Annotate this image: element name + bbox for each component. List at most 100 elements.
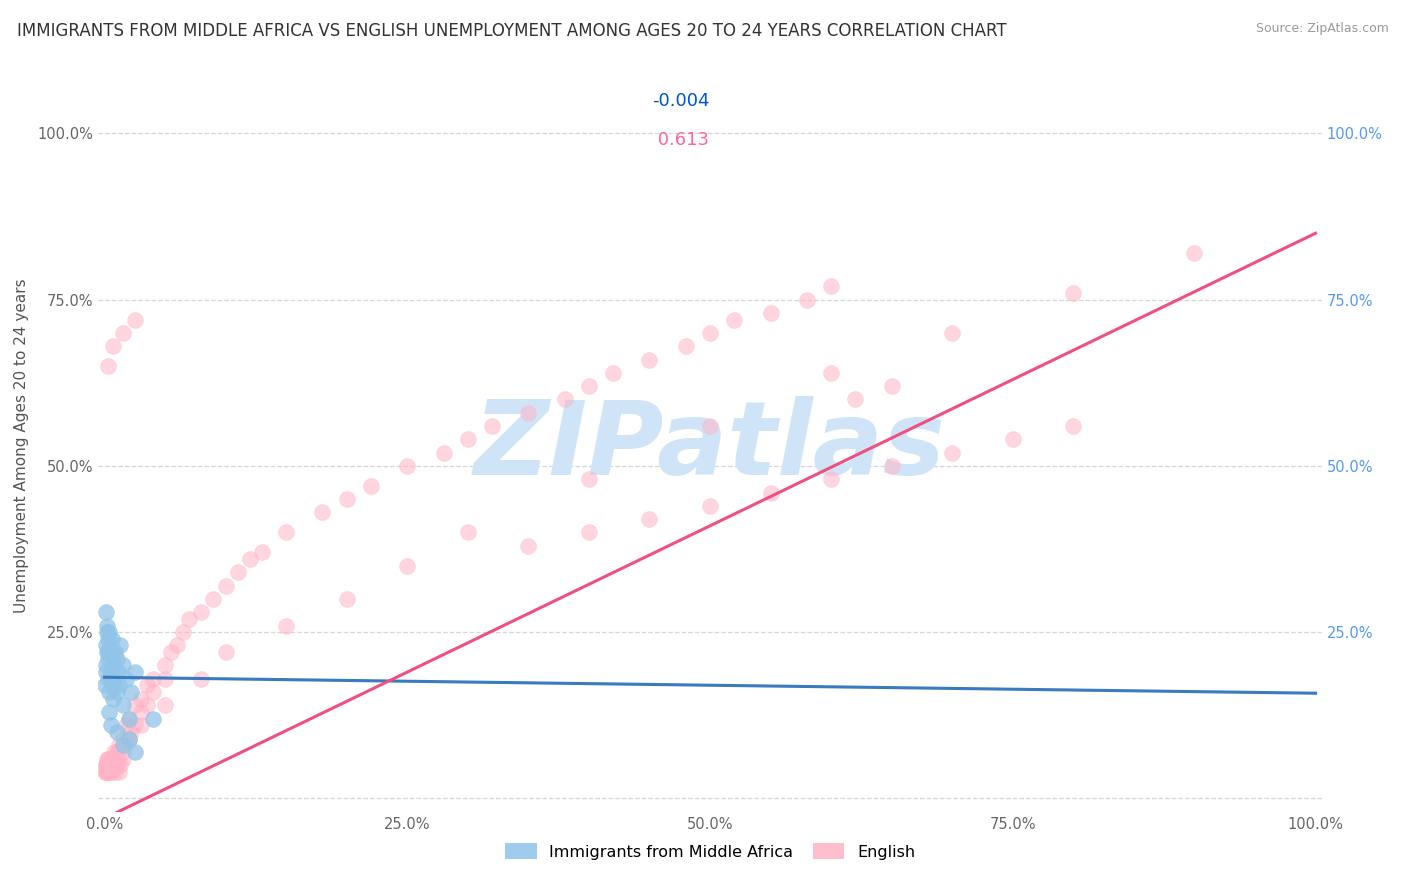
Point — [554, 392, 576, 407]
Point — [96, 764, 118, 779]
Point — [105, 745, 128, 759]
Point — [97, 758, 120, 772]
Point — [118, 731, 141, 746]
Text: Source: ZipAtlas.com: Source: ZipAtlas.com — [1256, 22, 1389, 36]
Point — [96, 764, 118, 779]
Point — [820, 366, 842, 380]
Point — [1184, 246, 1206, 260]
Point — [699, 326, 721, 340]
Point — [517, 539, 540, 553]
Point — [94, 658, 117, 673]
Point — [98, 625, 121, 640]
Point — [153, 698, 176, 713]
Point — [108, 764, 131, 779]
Point — [97, 764, 120, 779]
Point — [101, 758, 124, 772]
Point — [336, 492, 359, 507]
Point — [94, 639, 117, 653]
Text: IMMIGRANTS FROM MIDDLE AFRICA VS ENGLISH UNEMPLOYMENT AMONG AGES 20 TO 24 YEARS : IMMIGRANTS FROM MIDDLE AFRICA VS ENGLISH… — [17, 22, 1007, 40]
Point — [94, 758, 117, 772]
Point — [97, 652, 120, 666]
Point — [104, 645, 127, 659]
Point — [457, 433, 479, 447]
Point — [481, 419, 503, 434]
Legend: Immigrants from Middle Africa, English: Immigrants from Middle Africa, English — [498, 837, 922, 866]
Point — [129, 691, 152, 706]
Point — [1062, 286, 1084, 301]
Point — [103, 745, 125, 759]
Point — [844, 392, 866, 407]
Point — [111, 731, 134, 746]
Point — [276, 618, 298, 632]
Point — [100, 632, 122, 646]
Point — [100, 764, 122, 779]
Point — [101, 339, 124, 353]
Point — [105, 745, 128, 759]
Point — [172, 625, 194, 640]
Point — [105, 758, 128, 772]
Point — [118, 731, 141, 746]
Point — [100, 665, 122, 679]
Point — [820, 472, 842, 486]
Point — [105, 725, 128, 739]
Point — [96, 618, 118, 632]
Point — [107, 751, 129, 765]
Point — [124, 665, 146, 679]
Point — [699, 499, 721, 513]
Point — [124, 745, 146, 759]
Point — [166, 639, 188, 653]
Point — [96, 625, 118, 640]
Point — [723, 312, 745, 326]
Point — [110, 758, 132, 772]
Point — [276, 525, 298, 540]
Point — [135, 678, 157, 692]
Point — [1001, 433, 1024, 447]
Point — [190, 672, 212, 686]
Point — [96, 672, 118, 686]
Point — [111, 751, 134, 765]
Point — [118, 731, 141, 746]
Point — [941, 326, 963, 340]
Point — [941, 445, 963, 459]
Point — [94, 764, 117, 779]
Point — [239, 552, 262, 566]
Point — [120, 685, 142, 699]
Point — [100, 751, 122, 765]
Text: ZIPatlas: ZIPatlas — [474, 395, 946, 497]
Point — [432, 445, 454, 459]
Point — [105, 685, 128, 699]
Point — [250, 545, 273, 559]
Point — [98, 758, 121, 772]
Point — [880, 458, 903, 473]
Point — [135, 698, 157, 713]
Point — [104, 751, 127, 765]
Point — [578, 472, 600, 486]
Point — [97, 359, 120, 374]
Point — [103, 672, 125, 686]
Point — [880, 379, 903, 393]
Point — [124, 718, 146, 732]
Point — [578, 379, 600, 393]
Point — [129, 705, 152, 719]
Point — [115, 718, 138, 732]
Point — [179, 612, 201, 626]
Point — [98, 685, 121, 699]
Point — [94, 605, 117, 619]
Text: -0.004: -0.004 — [652, 92, 710, 110]
Point — [105, 652, 128, 666]
Point — [602, 366, 624, 380]
Point — [796, 293, 818, 307]
Point — [457, 525, 479, 540]
Point — [97, 645, 120, 659]
Point — [98, 705, 121, 719]
Point — [118, 712, 141, 726]
Point — [142, 672, 165, 686]
Point — [190, 605, 212, 619]
Point — [202, 591, 225, 606]
Point — [97, 758, 120, 772]
Point — [97, 751, 120, 765]
Point — [336, 591, 359, 606]
Point — [96, 758, 118, 772]
Point — [101, 691, 124, 706]
Point — [108, 678, 131, 692]
